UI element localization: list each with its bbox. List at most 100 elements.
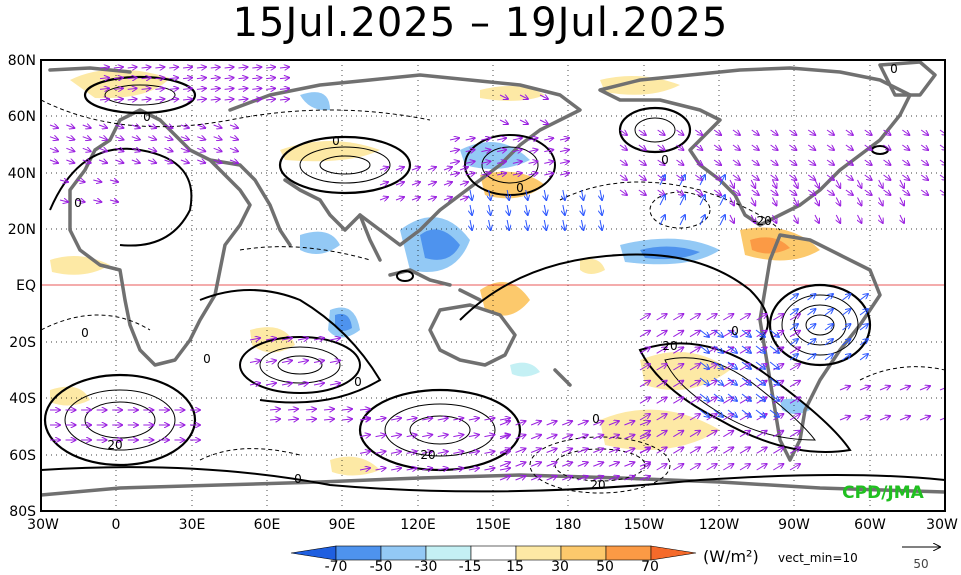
wind-vector [730,179,734,188]
wind-vector [864,144,872,150]
colorbar-swatch [425,545,472,561]
wind-vector [341,419,352,420]
wind-vector [577,435,588,439]
wind-vector [639,464,650,471]
wind-vector [741,329,751,337]
wind-vector [619,129,627,135]
wind-vector [406,468,417,470]
wind-vector [49,148,58,151]
wind-vector [864,129,872,135]
wind-vector [465,173,475,175]
wind-vector [807,129,815,135]
wind-vector [528,150,538,152]
wind-vector [66,148,74,151]
wind-vector [465,150,475,152]
wind-vector [93,200,101,202]
wind-vector [581,204,583,215]
wind-vector [751,214,755,223]
wind-vector [826,189,834,195]
wind-vector [577,476,588,480]
wind-vector [770,129,778,135]
colorbar-tick: -15 [459,559,482,575]
wind-vector [789,414,800,421]
wind-vector [563,204,565,215]
wind-vector [59,200,68,202]
wind-vector [624,462,634,466]
wind-vector [98,137,107,140]
wind-vector [359,468,370,470]
wind-vector [706,464,717,471]
wind-vector [608,435,619,439]
wind-vector [406,451,417,453]
wind-vector [196,67,206,68]
wind-vector [141,99,151,100]
wind-vector [807,309,816,316]
wind-vector [109,180,118,182]
wind-vector [507,204,509,215]
wind-vector [422,468,432,470]
wind-vector [756,464,767,471]
wind-vector [756,447,767,454]
wind-vector [723,314,733,321]
wind-vector [115,148,123,151]
wind-vector [826,174,834,180]
wind-vector [706,314,717,321]
wind-vector [836,214,840,223]
wind-vector [608,421,619,425]
wind-vector [657,189,665,195]
wind-vector [638,129,646,135]
wind-vector [656,431,667,438]
lat-label: 80S [9,504,36,520]
wind-vector [305,409,316,410]
lon-label: 60W [854,517,886,533]
wind-vector [842,339,851,346]
wind-vector [727,361,737,369]
wind-vector [131,125,140,128]
wind-vector [544,150,553,152]
wind-vector [673,314,683,321]
wind-vector [638,144,646,150]
wind-vector [656,414,667,421]
wind-vector [313,338,324,340]
wind-vector [49,160,58,163]
wind-vector [210,78,220,79]
wind-vector [544,219,546,230]
wind-vector [673,381,683,388]
lon-label: 30W [27,517,59,533]
wind-vector [639,476,650,480]
wind-vector [197,125,205,128]
wind-vector [279,78,289,79]
wind-vector [391,435,401,437]
wind-vector [526,189,528,200]
wind-vector [313,361,324,363]
wind-vector [789,314,800,321]
wind-vector [739,464,750,471]
wind-vector [252,88,261,89]
lat-label: 60S [9,448,36,464]
wind-vector [544,138,553,140]
wind-vector [794,197,798,206]
wind-vector [183,67,192,68]
wind-vector [141,88,151,89]
wind-vector [196,99,206,100]
wind-vector [608,462,619,466]
graticule [41,60,945,511]
wind-vector [773,214,777,223]
wind-vector [939,129,945,135]
wind-vector [519,95,528,99]
wind-vector [770,159,778,165]
wind-vector [131,148,140,151]
wind-vector [127,99,137,100]
wind-vector [600,189,602,200]
contour-label: 0 [731,324,739,338]
colorbar-ticks: -70 -50 -30 -15 15 30 50 70 [325,559,659,575]
wind-vector [676,159,683,165]
wind-vector [815,197,819,206]
contour-label: 0 [661,153,669,167]
wind-vector [180,137,189,140]
wind-vector [265,338,276,340]
wind-vector [422,435,432,437]
wind-vector [155,99,164,100]
wind-vector [180,148,189,151]
wind-vector [544,204,546,215]
